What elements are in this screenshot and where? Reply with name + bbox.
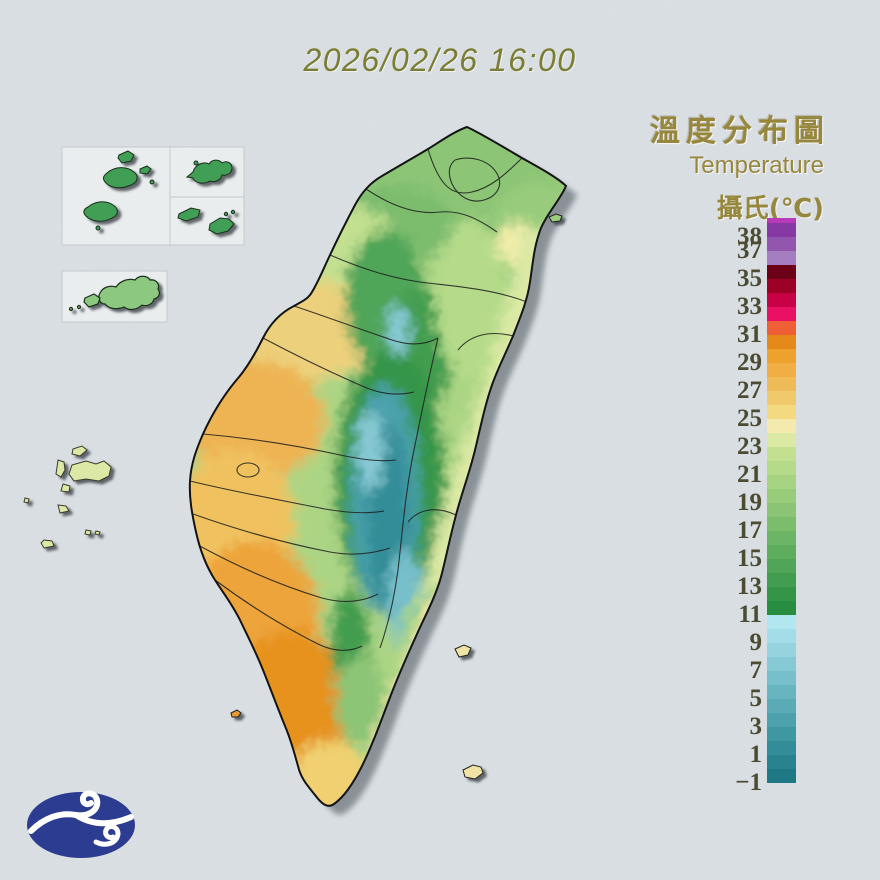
dongyin-island — [185, 159, 233, 184]
colorbar-segment-21 — [767, 461, 796, 475]
colorbar-segment-20 — [767, 475, 796, 489]
colorbar-segment-35 — [767, 265, 796, 279]
county-borders — [189, 148, 528, 651]
offshore-islets — [230, 213, 563, 780]
matsu-islands — [83, 150, 155, 231]
colorbar-segment-27 — [767, 377, 796, 391]
colorbar-segment-22 — [767, 447, 796, 461]
colorbar-segment-26 — [767, 391, 796, 405]
green-island — [454, 644, 472, 658]
kinmen-island — [68, 275, 160, 312]
colorbar-segment-10 — [767, 615, 796, 629]
colorbar-segment-31 — [767, 321, 796, 335]
juguang-islands — [177, 207, 236, 235]
colorbar-segment-29 — [767, 349, 796, 363]
penghu-islands — [23, 445, 112, 549]
colorbar-segment-8 — [767, 643, 796, 657]
colorbar-segment-30 — [767, 335, 796, 349]
inset-box-juguang — [169, 196, 245, 246]
colorbar-segment--1 — [767, 769, 796, 783]
guishan-island — [548, 213, 563, 223]
colorbar-segment-23 — [767, 433, 796, 447]
colorbar-segment-36 — [767, 251, 796, 265]
colorbar-segment-19 — [767, 489, 796, 503]
colorbar-segment-34 — [767, 279, 796, 293]
colorbar-segment-15 — [767, 545, 796, 559]
colorbar-segment-32 — [767, 307, 796, 321]
lamay-island — [230, 709, 242, 718]
map-datetime: 2026/02/26 16:00 — [303, 42, 577, 78]
cwb-logo — [27, 790, 135, 858]
colorbar-segment-0 — [767, 755, 796, 769]
cloud-swirl-icon — [28, 790, 134, 847]
colorbar-segment-16 — [767, 531, 796, 545]
colorbar-segment-13 — [767, 573, 796, 587]
colorbar-segment-7 — [767, 657, 796, 671]
colorbar-segment-6 — [767, 671, 796, 685]
colorbar-segment-14 — [767, 559, 796, 573]
colorbar-segment-1 — [767, 741, 796, 755]
colorbar-segment-12 — [767, 587, 796, 601]
colorbar-segment-9 — [767, 629, 796, 643]
colorbar-segment-18 — [767, 503, 796, 517]
colorbar-segment-33 — [767, 293, 796, 307]
colorbar-segment-38 — [767, 223, 796, 237]
colorbar-segment-2 — [767, 727, 796, 741]
legend-unit-label: 攝氏(℃) — [716, 194, 824, 224]
legend-header: 溫度分布圖 Temperature 攝氏(℃) — [650, 106, 824, 225]
orchid-island — [462, 764, 484, 780]
colorbar-segment-11 — [767, 601, 796, 615]
colorbar-segment-25 — [767, 405, 796, 419]
colorbar-segment-24 — [767, 419, 796, 433]
colorbar-segment-28 — [767, 363, 796, 377]
temperature-colorbar — [767, 218, 796, 783]
colorbar-segment-5 — [767, 685, 796, 699]
legend-title-en: Temperature — [689, 152, 824, 179]
inset-boxes — [61, 146, 245, 323]
colorbar-segment-3 — [767, 713, 796, 727]
colorbar-segment-37 — [767, 237, 796, 251]
colorbar-segment-4 — [767, 699, 796, 713]
colorbar-segment-17 — [767, 517, 796, 531]
colorbar-cap — [767, 218, 796, 223]
inset-box-matsu — [61, 146, 171, 246]
legend-title-zh: 溫度分布圖 — [650, 114, 830, 149]
